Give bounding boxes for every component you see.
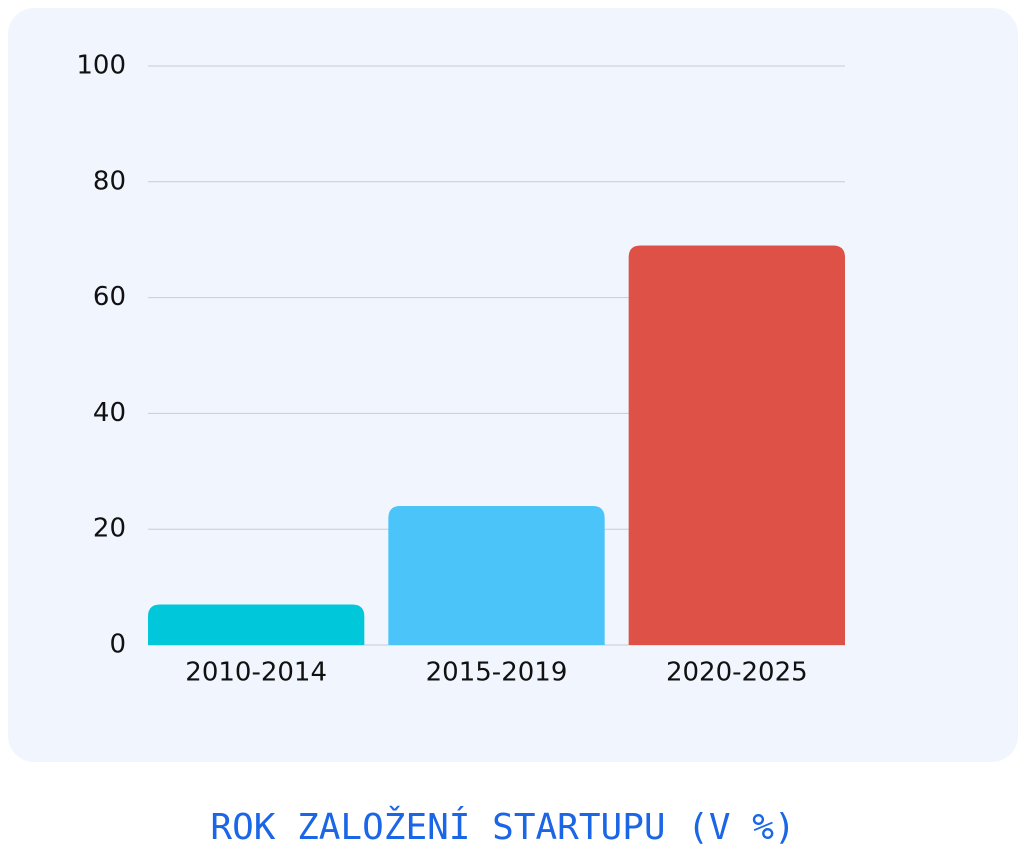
chart-title: ROK ZALOŽENÍ STARTUPU (V %) — [210, 806, 795, 848]
y-tick-label: 100 — [76, 51, 126, 81]
bar — [148, 604, 365, 645]
chart-panel — [8, 8, 1018, 762]
x-tick-label: 2010-2014 — [185, 658, 327, 688]
y-tick-label: 80 — [93, 166, 126, 196]
bar — [628, 245, 845, 646]
y-tick-label: 40 — [93, 398, 126, 428]
bar — [388, 506, 605, 645]
y-tick-label: 60 — [93, 282, 126, 312]
y-tick-label: 20 — [93, 514, 126, 544]
x-tick-label: 2015-2019 — [426, 658, 568, 688]
y-tick-label: 0 — [109, 630, 126, 660]
x-tick-label: 2020-2025 — [666, 658, 808, 688]
